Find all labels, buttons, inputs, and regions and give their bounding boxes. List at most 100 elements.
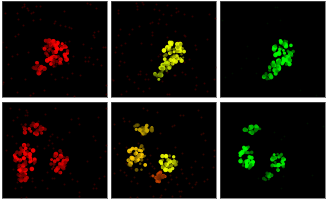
- Point: [193, 83, 198, 86]
- Point: [28, 11, 33, 14]
- Point: [134, 156, 139, 159]
- Point: [57, 165, 62, 168]
- Point: [92, 35, 97, 38]
- Point: [22, 113, 27, 116]
- Point: [156, 8, 162, 11]
- Point: [271, 153, 277, 156]
- Point: [30, 11, 36, 14]
- Point: [212, 77, 217, 80]
- Point: [102, 175, 107, 178]
- Point: [192, 182, 198, 185]
- Point: [10, 118, 15, 121]
- Point: [33, 4, 38, 7]
- Point: [279, 152, 284, 156]
- Point: [277, 60, 282, 63]
- Point: [31, 18, 36, 21]
- Point: [44, 45, 50, 48]
- Point: [133, 147, 139, 150]
- Point: [304, 122, 309, 125]
- Point: [248, 125, 253, 128]
- Point: [126, 119, 131, 122]
- Point: [58, 164, 63, 167]
- Point: [112, 147, 117, 150]
- Point: [186, 182, 192, 185]
- Point: [57, 62, 62, 65]
- Point: [103, 83, 108, 87]
- Point: [160, 67, 165, 70]
- Point: [174, 57, 180, 60]
- Point: [276, 59, 281, 62]
- Point: [182, 72, 188, 76]
- Point: [128, 150, 133, 153]
- Point: [254, 71, 259, 75]
- Point: [238, 160, 243, 163]
- Point: [134, 8, 139, 11]
- Point: [51, 163, 57, 166]
- Point: [134, 124, 139, 127]
- Point: [165, 180, 171, 183]
- Point: [75, 117, 80, 120]
- Point: [116, 33, 121, 37]
- Point: [275, 65, 280, 69]
- Point: [114, 153, 120, 156]
- Point: [264, 77, 269, 80]
- Point: [272, 69, 277, 72]
- Point: [54, 60, 60, 63]
- Point: [165, 93, 170, 96]
- Point: [281, 58, 286, 61]
- Point: [18, 168, 24, 171]
- Point: [175, 46, 181, 49]
- Point: [63, 55, 68, 58]
- Point: [174, 175, 179, 178]
- Point: [16, 32, 21, 35]
- Point: [243, 127, 248, 131]
- Point: [179, 190, 184, 193]
- Point: [283, 43, 288, 46]
- Point: [156, 78, 162, 81]
- Point: [281, 49, 286, 52]
- Point: [246, 146, 251, 149]
- Point: [51, 22, 57, 25]
- Point: [273, 67, 278, 70]
- Point: [22, 131, 27, 134]
- Point: [242, 148, 248, 152]
- Point: [49, 132, 54, 136]
- Point: [282, 158, 287, 161]
- Point: [114, 45, 119, 48]
- Point: [160, 64, 165, 67]
- Point: [145, 108, 150, 111]
- Point: [123, 162, 128, 165]
- Point: [62, 40, 67, 43]
- Point: [12, 159, 18, 162]
- Point: [126, 159, 131, 162]
- Point: [192, 43, 197, 47]
- Point: [165, 162, 170, 166]
- Point: [178, 167, 183, 170]
- Point: [129, 156, 134, 159]
- Point: [23, 178, 28, 181]
- Point: [284, 40, 289, 43]
- Point: [158, 132, 163, 135]
- Point: [22, 130, 27, 133]
- Point: [281, 157, 286, 160]
- Point: [61, 161, 66, 164]
- Point: [161, 49, 166, 52]
- Point: [58, 61, 63, 64]
- Point: [249, 162, 254, 165]
- Point: [48, 42, 53, 45]
- Point: [160, 70, 165, 73]
- Point: [288, 52, 293, 56]
- Point: [139, 168, 144, 171]
- Point: [54, 46, 59, 49]
- Point: [52, 177, 57, 180]
- Point: [158, 67, 163, 70]
- Point: [134, 152, 139, 155]
- Point: [274, 69, 280, 73]
- Point: [148, 59, 153, 62]
- Point: [67, 172, 72, 175]
- Point: [18, 174, 23, 178]
- Point: [248, 164, 253, 167]
- Point: [27, 158, 33, 161]
- Point: [171, 50, 177, 53]
- Point: [161, 165, 166, 169]
